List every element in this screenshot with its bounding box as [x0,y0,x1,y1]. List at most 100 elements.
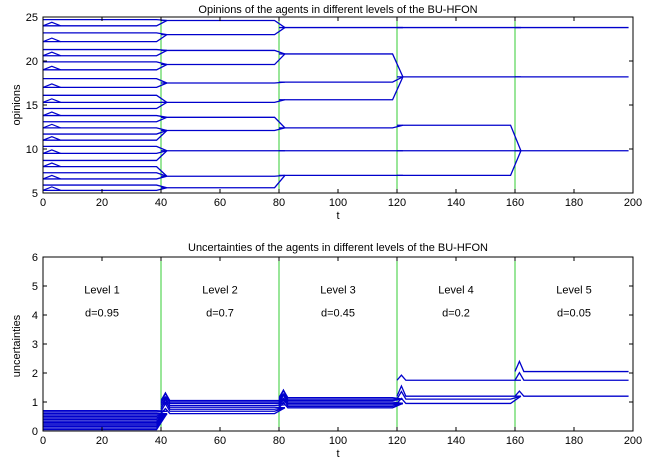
x-tick-label: 0 [40,197,46,209]
x-tick-label: 20 [96,435,108,447]
opinions-level-boundaries [160,17,516,193]
uncertainties-chart-ylabel: uncertainties [11,314,23,377]
series-line [160,396,285,407]
opinions-series-lines [42,18,629,192]
y-tick-label: 20 [26,56,38,68]
series-line [43,150,168,155]
x-tick-label: 80 [273,197,285,209]
series-line [43,114,168,118]
series-line [161,49,286,55]
x-tick-label: 80 [273,435,285,447]
y-tick-label: 2 [32,368,38,380]
series-line [396,390,522,400]
opinions-axis-ticks: 0 20 40 60 80 100 120 140 160 180 200 5 10 15 20 25 [26,12,642,209]
series-line [43,413,168,419]
x-tick-label: 60 [214,197,226,209]
series-line [42,162,61,168]
uncertainties-series-lines [43,359,629,431]
level-d-value: d=0.7 [206,307,234,319]
series-line [43,410,167,413]
series-line [161,174,286,189]
series-line [278,401,404,409]
series-line [279,76,404,101]
series-line [396,395,522,405]
series-line [43,145,168,152]
series-line [397,124,522,152]
series-line [43,130,168,141]
level-label: Level 4 [438,284,473,296]
series-line [278,397,404,407]
series-line [43,127,168,132]
series-line [42,149,61,154]
series-line [42,83,61,88]
series-line [161,81,285,84]
series-line [160,391,285,402]
series-line [160,397,285,410]
series-line [43,165,168,177]
x-tick-label: 180 [565,197,583,209]
level-label: Level 5 [556,284,591,296]
series-line [43,101,168,110]
x-tick-label: 120 [388,197,406,209]
series-line [43,34,168,43]
opinions-chart-title: Opinions of the agents in different leve… [198,4,477,16]
series-line [396,384,521,397]
level-d-value: d=0.95 [85,307,119,319]
opinions-chart: Opinions of the agents in different leve… [11,4,642,222]
x-tick-label: 160 [506,197,524,209]
series-line [279,76,404,83]
series-line [42,136,61,141]
y-tick-label: 6 [32,252,38,264]
series-line [43,94,168,103]
series-line [43,18,167,22]
uncertainties-chart-title: Uncertainties of the agents in different… [188,242,488,254]
series-line [161,116,286,129]
series-line [278,388,403,400]
series-line [43,410,167,412]
series-line [42,111,61,117]
level-label: Level 1 [84,284,119,296]
series-line [42,21,61,27]
level-label: Level 2 [202,284,237,296]
x-tick-label: 140 [447,197,465,209]
series-line [279,124,404,129]
level-d-value: d=0.05 [557,307,591,319]
series-line [43,82,168,89]
series-line [43,77,168,84]
opinions-chart-xlabel: t [336,210,339,222]
y-tick-label: 0 [32,426,38,438]
series-line [42,186,61,191]
series-line [43,49,168,57]
series-line [42,51,61,57]
series-line [43,19,168,27]
series-line [161,19,286,29]
series-line [279,53,404,78]
series-line [43,172,168,177]
uncertainties-level-annotations: Level 1 d=0.95 Level 2 d=0.7 Level 3 d=0.45 Le… [84,284,591,319]
series-line [514,390,629,397]
series-line [161,127,286,132]
x-tick-label: 0 [40,435,46,447]
y-tick-label: 4 [32,310,38,322]
uncertainties-chart-xlabel: t [336,448,339,460]
series-line [278,393,403,400]
level-label: Level 3 [320,284,355,296]
uncertainties-chart: Uncertainties of the agents in different… [11,242,642,460]
x-tick-label: 180 [565,435,583,447]
series-line [43,32,168,36]
series-line [42,123,61,129]
x-tick-label: 160 [506,435,524,447]
series-line [43,63,168,71]
level-d-value: d=0.45 [321,307,355,319]
level-d-value: d=0.2 [442,307,470,319]
uncertainties-axis-ticks: 0 20 40 60 80 100 120 140 160 180 200 0 1 2 3 4 5 6 [32,252,642,447]
series-line [396,374,521,381]
x-tick-label: 20 [96,197,108,209]
series-line [161,174,285,177]
x-tick-label: 40 [155,197,167,209]
y-tick-label: 5 [32,188,38,200]
series-line [514,371,629,381]
series-line [43,116,168,123]
x-tick-label: 100 [329,435,347,447]
series-line [160,401,285,409]
